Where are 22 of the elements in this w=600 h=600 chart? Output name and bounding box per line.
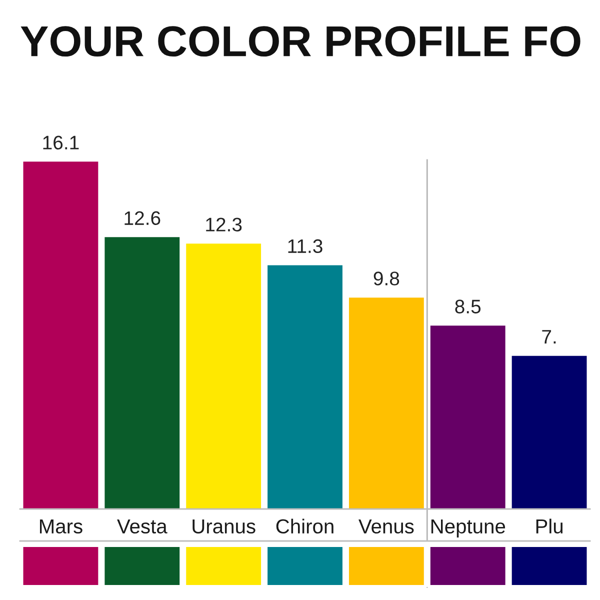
data-label: 9.8: [374, 272, 400, 286]
bar: [512, 356, 587, 509]
x-tick-label: Vesta: [117, 519, 168, 534]
data-label: 11.3: [288, 239, 322, 254]
chart-title: YOUR COLOR PROFILE FO: [20, 26, 580, 57]
x-tick-label: Mars: [40, 519, 82, 534]
bar: [186, 244, 262, 509]
bar: [348, 298, 424, 509]
x-tick-label: Venus: [358, 519, 414, 534]
x-tick-label: Plu: [536, 518, 562, 534]
bar: [23, 162, 98, 509]
bar: [268, 265, 342, 509]
x-tick-label: Chiron: [276, 518, 334, 534]
bar: [104, 237, 180, 509]
data-label: 8.5: [455, 300, 481, 314]
x-tick-label: Neptune: [431, 519, 506, 538]
data-label: 12.6: [124, 211, 160, 226]
data-label: 12.3: [206, 218, 242, 232]
data-label: 16.1: [43, 136, 79, 150]
x-tick-label: Uranus: [192, 519, 256, 534]
data-label: 7.: [542, 330, 556, 344]
bar: [430, 326, 506, 509]
